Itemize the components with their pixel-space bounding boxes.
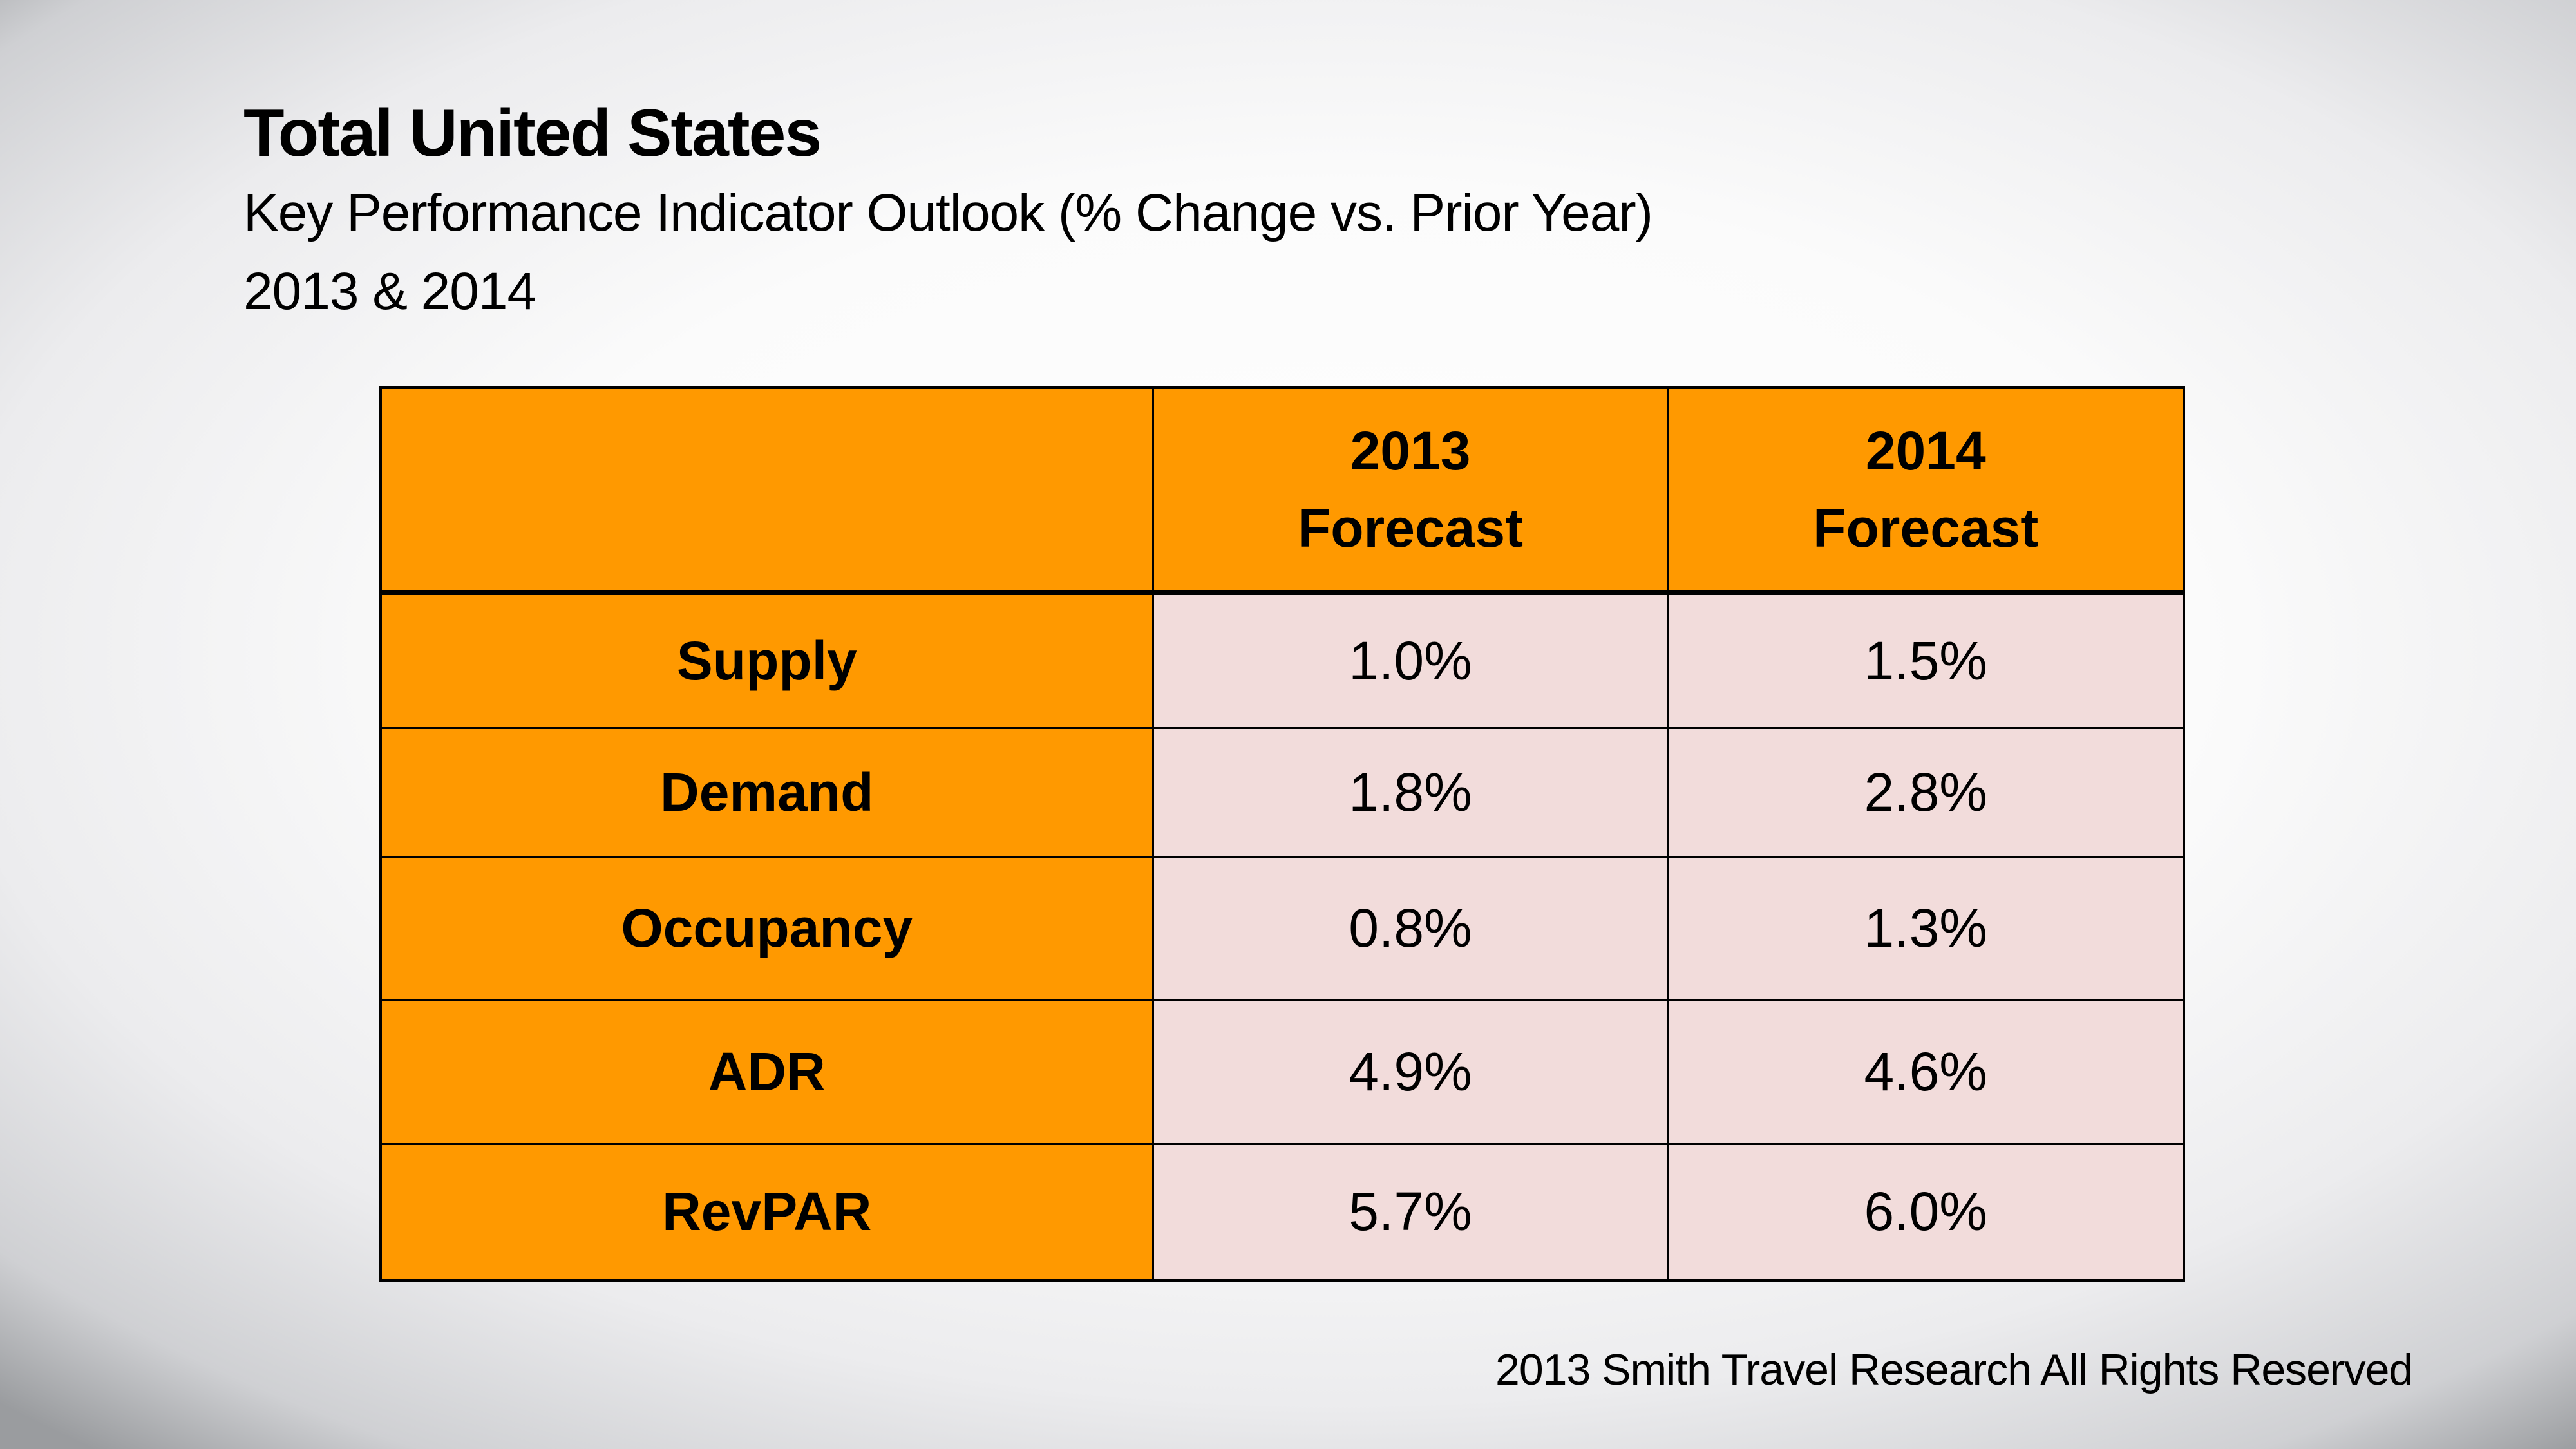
kpi-outlook-table: 2013 Forecast 2014 Forecast Supply 1.0% … — [379, 386, 2185, 1282]
value-2013: 0.8% — [1151, 855, 1669, 1001]
header-year: 2014 — [1865, 421, 1986, 481]
value-2014: 2.8% — [1667, 726, 2185, 858]
header-2014-forecast: 2014 Forecast — [1667, 386, 2185, 595]
row-label: Occupancy — [379, 855, 1154, 1001]
copyright-footer: 2013 Smith Travel Research All Rights Re… — [1495, 1345, 2413, 1394]
table-row-demand: Demand 1.8% 2.8% — [379, 726, 2185, 858]
value-2013: 1.8% — [1151, 726, 1669, 858]
header-corner-cell — [379, 386, 1154, 595]
header-year: 2013 — [1350, 421, 1471, 481]
value-2014: 1.3% — [1667, 855, 2185, 1001]
slide-subtitle: Key Performance Indicator Outlook (% Cha… — [243, 184, 1653, 242]
header-2013-forecast: 2013 Forecast — [1151, 386, 1669, 595]
table-row-revpar: RevPAR 5.7% 6.0% — [379, 1142, 2185, 1282]
table-row-adr: ADR 4.9% 4.6% — [379, 998, 2185, 1145]
table-header-row: 2013 Forecast 2014 Forecast — [379, 386, 2185, 595]
table-row-occupancy: Occupancy 0.8% 1.3% — [379, 855, 2185, 1001]
value-2014: 6.0% — [1667, 1142, 2185, 1282]
row-label: RevPAR — [379, 1142, 1154, 1282]
value-2014: 1.5% — [1667, 591, 2185, 729]
table-row-supply: Supply 1.0% 1.5% — [379, 591, 2185, 729]
row-label: Demand — [379, 726, 1154, 858]
row-label: Supply — [379, 591, 1154, 729]
slide-title: Total United States — [243, 96, 822, 171]
slide-subtitle-years: 2013 & 2014 — [243, 262, 536, 321]
value-2013: 5.7% — [1151, 1142, 1669, 1282]
value-2014: 4.6% — [1667, 998, 2185, 1145]
header-label: Forecast — [1813, 498, 2039, 558]
value-2013: 1.0% — [1151, 591, 1669, 729]
header-label: Forecast — [1297, 498, 1524, 558]
value-2013: 4.9% — [1151, 998, 1669, 1145]
row-label: ADR — [379, 998, 1154, 1145]
